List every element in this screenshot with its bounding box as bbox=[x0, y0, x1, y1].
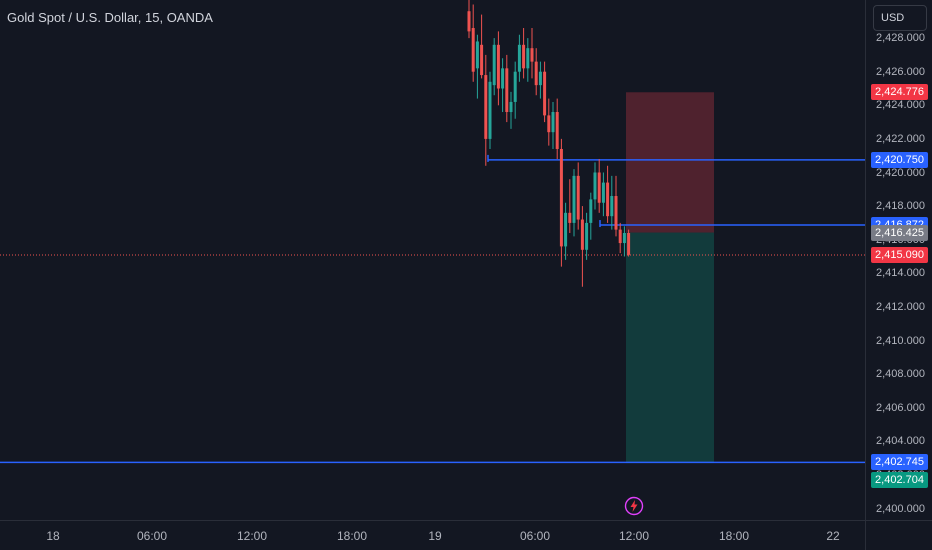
time-scale[interactable]: 18 06:00 12:00 18:00 19 06:00 12:00 18:00 22 bbox=[0, 520, 865, 550]
price-tick-label: 2,422.000 bbox=[876, 132, 925, 145]
candle-body bbox=[597, 172, 601, 203]
price-tick-label: 2,428.000 bbox=[876, 32, 925, 45]
price-tick-label: 2,426.000 bbox=[876, 65, 925, 78]
candle-body bbox=[543, 71, 547, 116]
candle-body bbox=[551, 112, 555, 133]
candle-body bbox=[484, 75, 488, 139]
candle-body bbox=[559, 148, 563, 247]
candle-body bbox=[467, 11, 471, 32]
candle-body bbox=[589, 199, 593, 223]
price-scale[interactable]: USD 2,428.000 2,426.000 2,424.000 2,422.000… bbox=[865, 0, 932, 520]
price-tick-label: 2,400.000 bbox=[876, 502, 925, 515]
candle-body bbox=[509, 101, 513, 113]
currency-button[interactable]: USD bbox=[873, 5, 927, 31]
price-badge: 2,424.776 bbox=[871, 84, 928, 101]
price-badge: 2,415.090 bbox=[871, 246, 928, 263]
price-tick-label: 2,424.000 bbox=[876, 99, 925, 112]
candle-body bbox=[530, 48, 534, 62]
price-tick-label: 2,410.000 bbox=[876, 334, 925, 347]
candle-body bbox=[526, 48, 530, 69]
time-tick-label: 18:00 bbox=[336, 529, 368, 543]
candle-body bbox=[534, 61, 538, 86]
lightning-bolt-icon[interactable] bbox=[624, 496, 644, 516]
price-tick-label: 2,404.000 bbox=[876, 435, 925, 448]
price-tick-label: 2,408.000 bbox=[876, 368, 925, 381]
candle-body bbox=[492, 44, 496, 86]
candle-body bbox=[610, 196, 614, 217]
candle-body bbox=[601, 182, 605, 203]
candle-body bbox=[622, 232, 626, 244]
candle-body bbox=[538, 71, 542, 86]
chart-canvas[interactable] bbox=[0, 0, 865, 520]
candle-body bbox=[513, 71, 517, 102]
candle-body bbox=[475, 41, 479, 69]
stop-loss-zone bbox=[626, 92, 714, 233]
price-tick-label: 2,420.000 bbox=[876, 166, 925, 179]
symbol-title[interactable]: Gold Spot / U.S. Dollar, 15, OANDA bbox=[7, 10, 213, 25]
scale-corner bbox=[865, 520, 932, 550]
price-tick-label: 2,412.000 bbox=[876, 300, 925, 313]
candle-body bbox=[496, 44, 500, 89]
candle-body bbox=[572, 175, 576, 223]
price-badge: 2,402.704 bbox=[871, 472, 928, 489]
candle-body bbox=[505, 68, 509, 113]
candle-body bbox=[585, 222, 589, 250]
time-tick-label: 12:00 bbox=[618, 529, 650, 543]
time-tick-label: 19 bbox=[428, 529, 442, 543]
price-tick-label: 2,418.000 bbox=[876, 200, 925, 213]
time-tick-label: 18 bbox=[46, 529, 60, 543]
time-tick-label: 06:00 bbox=[519, 529, 551, 543]
candle-body bbox=[547, 115, 551, 133]
time-tick-label: 12:00 bbox=[236, 529, 268, 543]
price-tick-label: 2,414.000 bbox=[876, 267, 925, 280]
time-tick-label: 22 bbox=[826, 529, 840, 543]
candle-body bbox=[618, 229, 622, 244]
candle-body bbox=[501, 68, 505, 89]
chart-pane[interactable]: Gold Spot / U.S. Dollar, 15, OANDA bbox=[0, 0, 865, 520]
candle-body bbox=[614, 196, 618, 230]
take-profit-zone bbox=[626, 232, 714, 464]
candle-body bbox=[606, 182, 610, 217]
price-tick-label: 2,406.000 bbox=[876, 401, 925, 414]
candle-body bbox=[580, 219, 584, 250]
price-badge: 2,416.425 bbox=[871, 224, 928, 241]
time-tick-label: 06:00 bbox=[136, 529, 168, 543]
candle-body bbox=[593, 172, 597, 200]
candle-body bbox=[564, 212, 568, 247]
candle-body bbox=[488, 81, 492, 139]
price-badge: 2,420.750 bbox=[871, 151, 928, 168]
candle-body bbox=[517, 44, 521, 72]
time-tick-label: 18:00 bbox=[718, 529, 750, 543]
candle-body bbox=[555, 112, 559, 149]
candle-body bbox=[627, 232, 631, 255]
price-badge: 2,402.745 bbox=[871, 454, 928, 471]
candle-body bbox=[576, 175, 580, 220]
candle-body bbox=[568, 212, 572, 223]
candle-body bbox=[480, 44, 484, 76]
candle-body bbox=[471, 28, 475, 72]
candle-body bbox=[522, 44, 526, 69]
